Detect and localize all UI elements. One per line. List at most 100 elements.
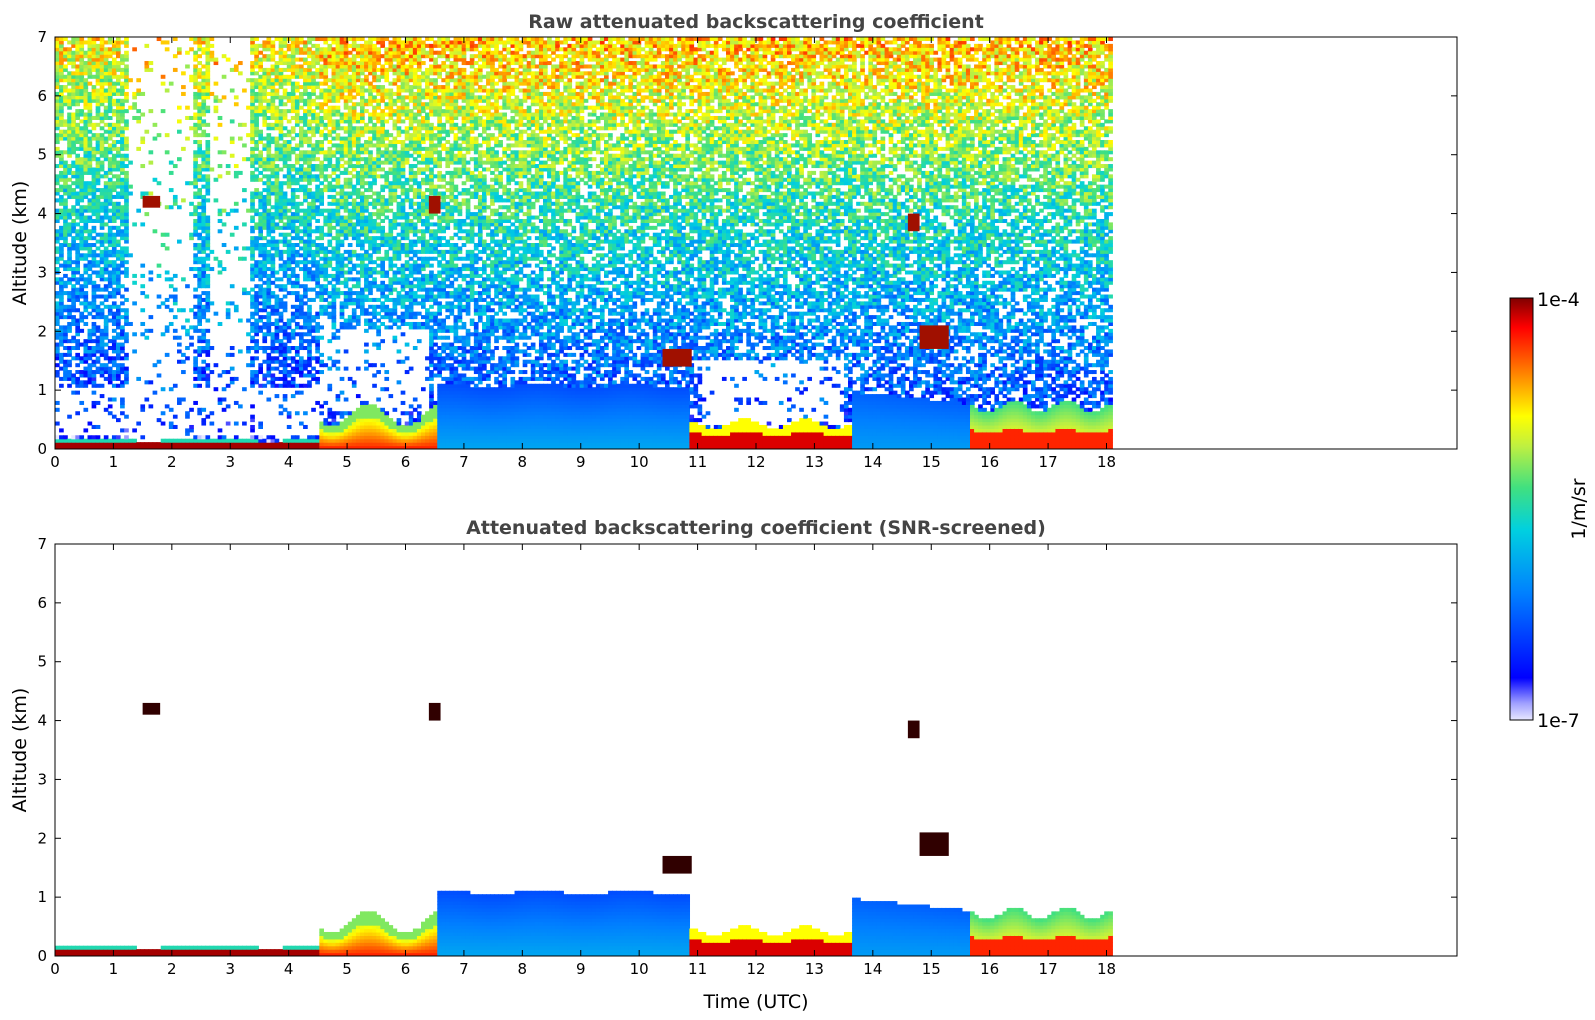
heatmap-cell xyxy=(88,370,93,374)
heatmap-cell xyxy=(275,167,280,171)
heatmap-cell xyxy=(112,274,117,278)
heatmap-cell xyxy=(71,212,76,216)
heatmap-cell xyxy=(299,85,304,89)
heatmap-cell xyxy=(246,133,251,137)
heatmap-cell xyxy=(356,277,361,281)
heatmap-cell xyxy=(336,281,341,285)
heatmap-cell xyxy=(55,209,60,213)
heatmap-cell xyxy=(307,71,312,75)
heatmap-cell xyxy=(372,51,377,55)
heatmap-cell xyxy=(83,205,88,209)
heatmap-cell xyxy=(75,64,80,68)
heatmap-cell xyxy=(352,205,357,209)
heatmap-cell xyxy=(193,370,198,374)
heatmap-cell xyxy=(205,257,210,261)
heatmap-cell xyxy=(332,154,337,158)
heatmap-cell xyxy=(393,253,398,257)
heatmap-cell xyxy=(352,202,357,206)
heatmap-cell xyxy=(67,126,72,130)
heatmap-cell xyxy=(63,439,68,443)
heatmap-cell xyxy=(287,322,292,326)
heatmap-cell xyxy=(352,192,357,196)
heatmap-cell xyxy=(266,222,271,226)
heatmap-cell xyxy=(201,442,206,446)
heatmap-cell xyxy=(262,332,267,336)
heatmap-cell xyxy=(173,329,178,333)
heatmap-cell xyxy=(372,161,377,165)
heatmap-cell xyxy=(173,425,178,429)
heatmap-cell xyxy=(295,40,300,44)
heatmap-cell xyxy=(120,75,125,79)
heatmap-cell xyxy=(83,442,88,446)
heatmap-cell xyxy=(303,240,308,244)
heatmap-cell xyxy=(279,250,284,254)
heatmap-cell xyxy=(368,243,373,247)
heatmap-cell xyxy=(96,288,101,292)
heatmap-cell xyxy=(340,432,345,436)
heatmap-cell xyxy=(67,298,72,302)
heatmap-cell xyxy=(55,353,60,357)
heatmap-cell xyxy=(291,40,296,44)
heatmap-cell xyxy=(266,161,271,165)
heatmap-cell xyxy=(104,195,109,199)
heatmap-cell xyxy=(275,322,280,326)
heatmap-cell xyxy=(340,47,345,51)
heatmap-cell xyxy=(380,209,385,213)
heatmap-cell xyxy=(63,192,68,196)
heatmap-cell xyxy=(303,78,308,82)
heatmap-cell xyxy=(108,85,113,89)
heatmap-cell xyxy=(348,319,353,323)
heatmap-cell xyxy=(124,188,129,192)
heatmap-cell xyxy=(356,295,361,299)
heatmap-cell xyxy=(299,315,304,319)
heatmap-cell xyxy=(315,54,320,58)
heatmap-cell xyxy=(336,157,341,161)
heatmap-cell xyxy=(360,243,365,247)
heatmap-cell xyxy=(88,37,93,41)
heatmap-cell xyxy=(258,346,263,350)
heatmap-cell xyxy=(340,192,345,196)
heatmap-cell xyxy=(124,435,129,439)
heatmap-cell xyxy=(88,349,93,353)
heatmap-cell xyxy=(55,267,60,271)
heatmap-cell xyxy=(323,270,328,274)
heatmap-cell xyxy=(88,442,93,446)
heatmap-cell xyxy=(311,78,316,82)
heatmap-cell xyxy=(116,47,121,51)
heatmap-cell xyxy=(116,277,121,281)
heatmap-cell xyxy=(140,192,145,196)
heatmap-cell xyxy=(372,212,377,216)
heatmap-cell xyxy=(307,92,312,96)
heatmap-cell xyxy=(336,250,341,254)
heatmap-cell xyxy=(197,150,202,154)
heatmap-cell xyxy=(83,281,88,285)
heatmap-cell xyxy=(380,126,385,130)
heatmap-cell xyxy=(332,253,337,257)
heatmap-cell xyxy=(116,185,121,189)
heatmap-cell xyxy=(193,164,198,168)
heatmap-cell xyxy=(116,274,121,278)
heatmap-cell xyxy=(287,99,292,103)
heatmap-cell xyxy=(283,78,288,82)
heatmap-cell xyxy=(323,71,328,75)
heatmap-cell xyxy=(226,404,231,408)
heatmap-cell xyxy=(116,82,121,86)
heatmap-cell xyxy=(283,109,288,113)
heatmap-cell xyxy=(230,154,235,158)
heatmap-cell xyxy=(71,295,76,299)
heatmap-cell xyxy=(376,422,381,426)
heatmap-cell xyxy=(75,212,80,216)
heatmap-cell xyxy=(295,305,300,309)
heatmap-cell xyxy=(291,257,296,261)
heatmap-cell xyxy=(319,54,324,58)
heatmap-cell xyxy=(397,233,402,237)
heatmap-cell xyxy=(319,422,324,426)
heatmap-cell xyxy=(360,78,365,82)
heatmap-cell xyxy=(319,102,324,106)
heatmap-cell xyxy=(327,339,332,343)
heatmap-cell xyxy=(287,319,292,323)
heatmap-cell xyxy=(397,380,402,384)
heatmap-cell xyxy=(340,140,345,144)
heatmap-cell xyxy=(348,178,353,182)
heatmap-cell xyxy=(303,226,308,230)
